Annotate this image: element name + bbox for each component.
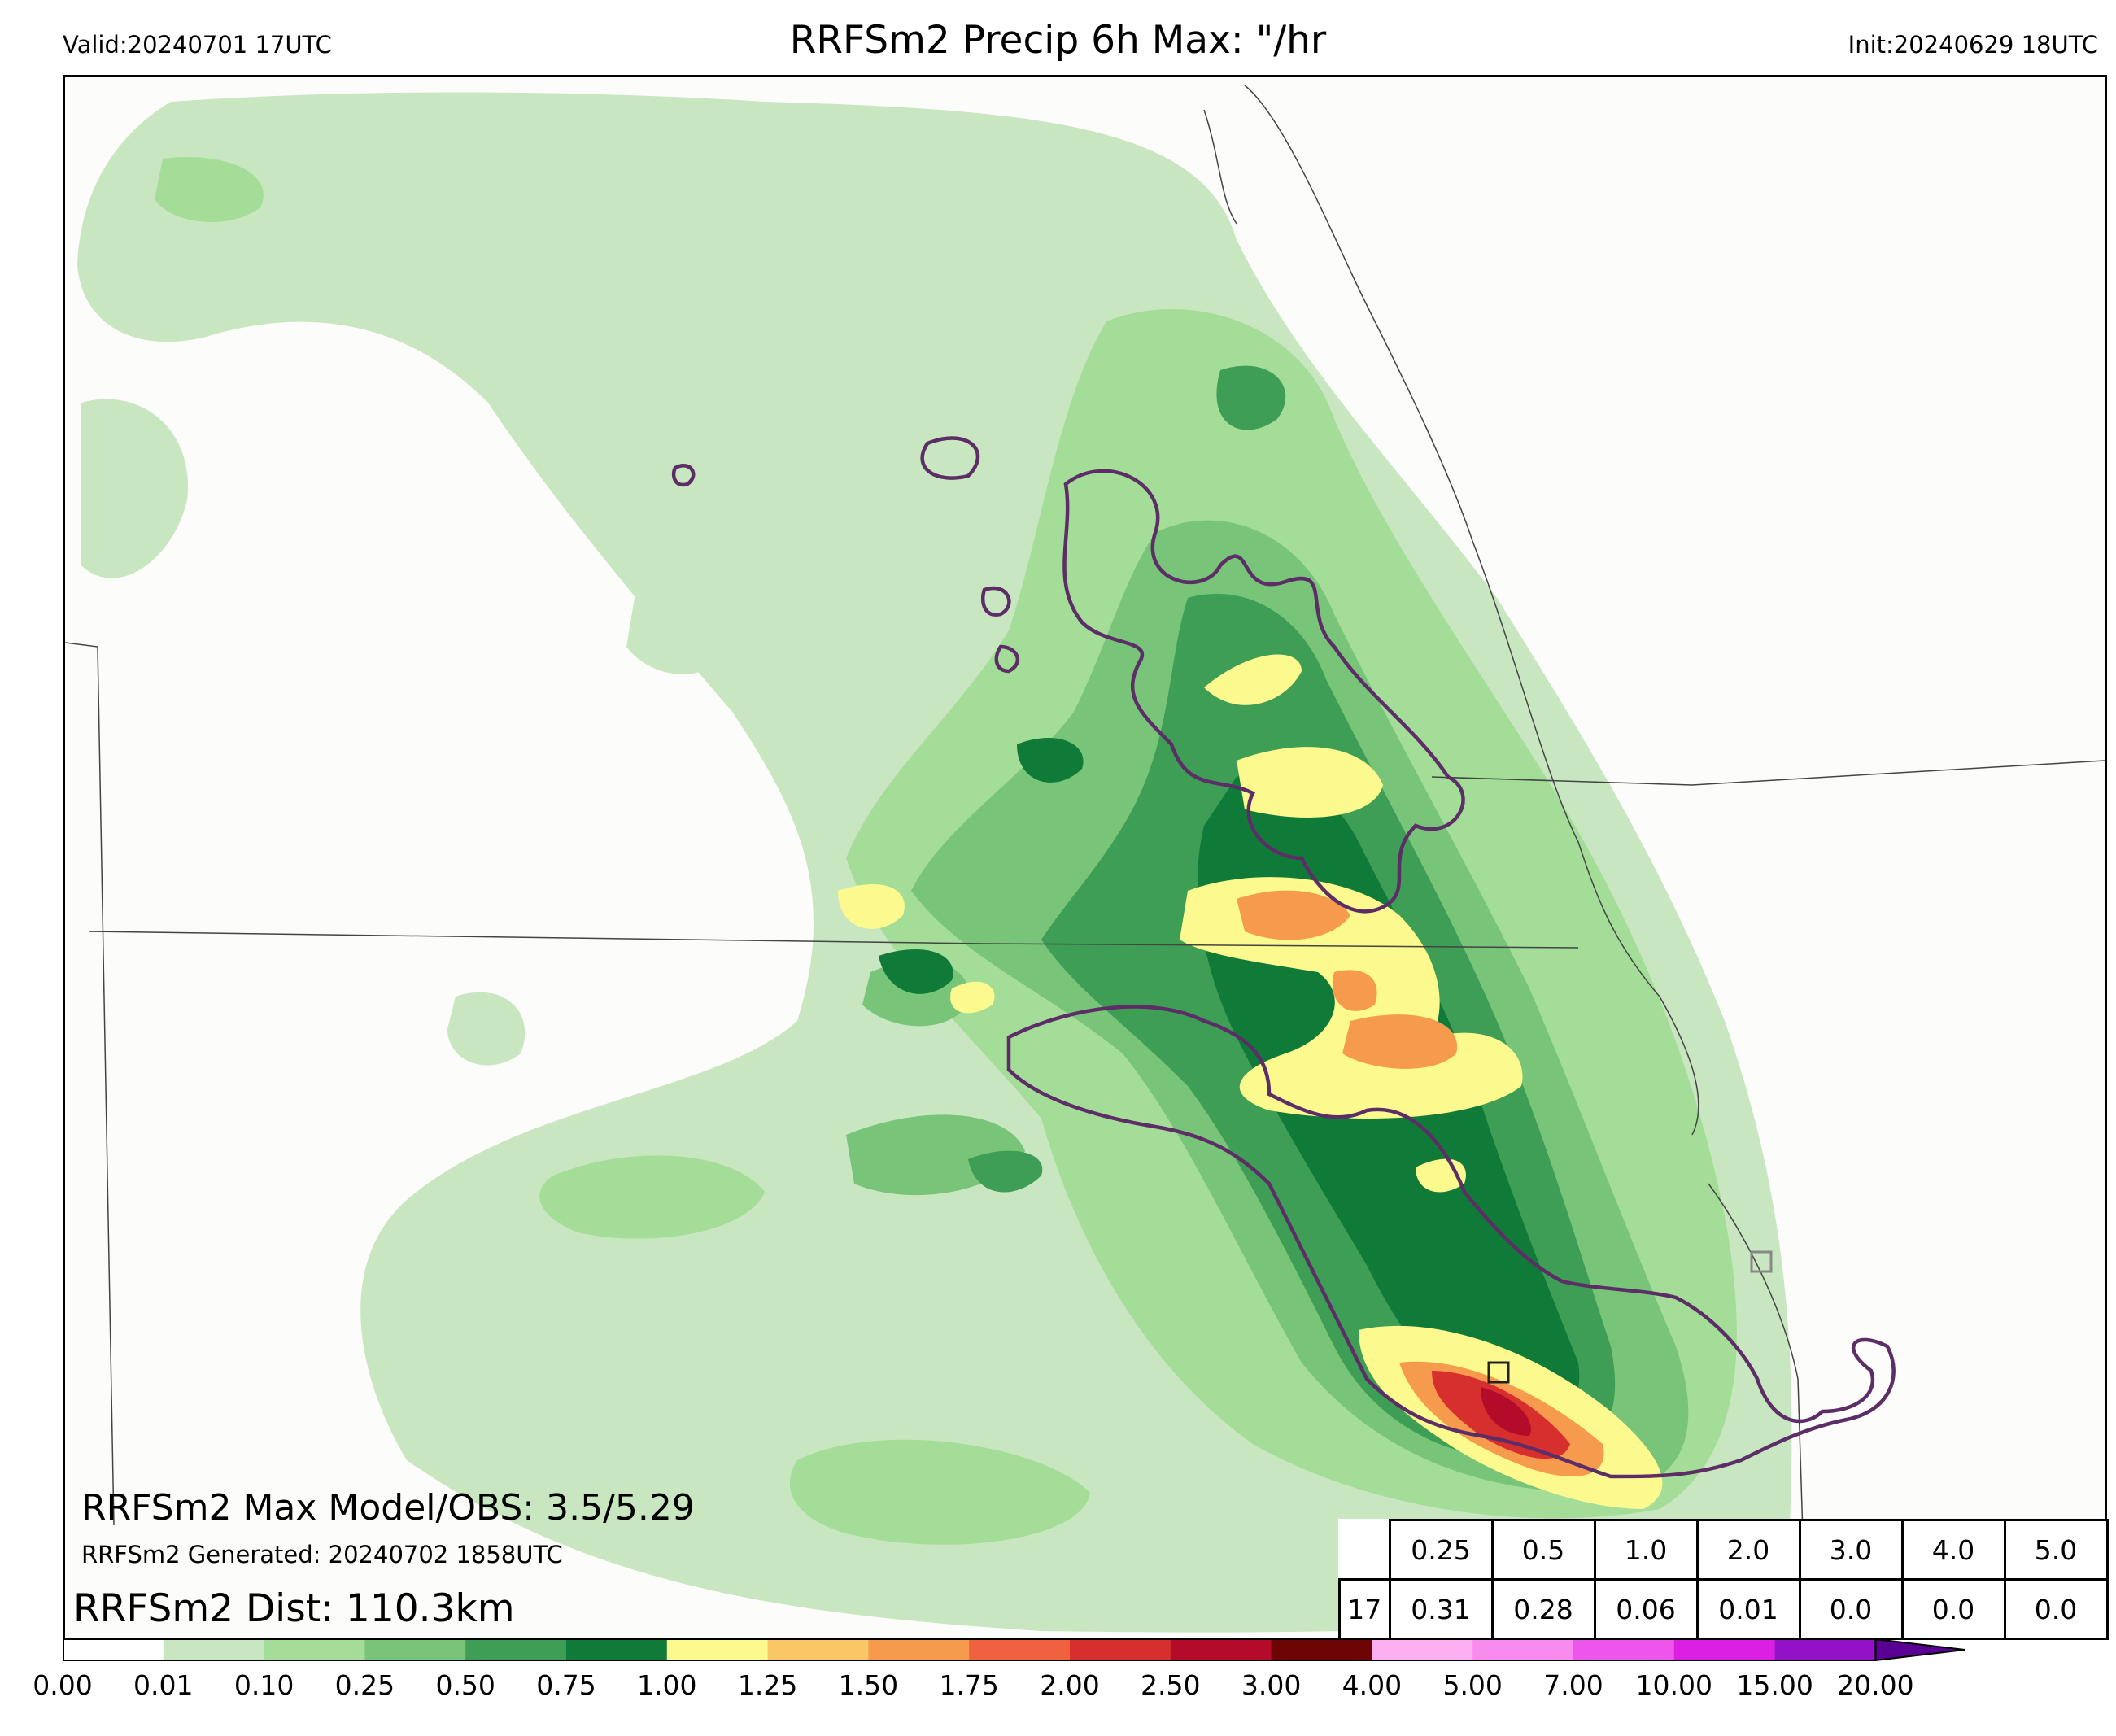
colorbar-tick-label: 0.75 [536, 1669, 596, 1701]
colorbar-segment [63, 1639, 164, 1660]
row-label-cell: 17 [1338, 1578, 1391, 1640]
init-time-label: Init:20240629 18UTC [1848, 31, 2098, 59]
state-borders [65, 85, 2105, 1638]
threshold-cell: 0.5 [1490, 1519, 1596, 1581]
station-marker-secondary [1750, 1250, 1773, 1273]
threshold-header-row: 0.25 0.5 1.0 2.0 3.0 4.0 5.0 [1340, 1519, 2109, 1581]
colorbar-tick-label: 7.00 [1543, 1669, 1603, 1701]
station-marker [1487, 1361, 1510, 1384]
table-corner [1340, 1520, 1390, 1580]
colorbar-tick-label: 1.75 [939, 1669, 999, 1701]
colorbar-tick-label: 0.10 [233, 1669, 294, 1701]
colorbar-segment [1673, 1639, 1776, 1660]
colorbar-tick-label: 0.50 [435, 1669, 495, 1701]
colorbar-tick-label: 15.00 [1736, 1669, 1813, 1701]
value-cell: 0.0 [2003, 1578, 2109, 1640]
colorbar-tick-label: 1.50 [838, 1669, 899, 1701]
colorbar-outline [63, 1638, 1877, 1661]
colorbar [63, 1638, 1965, 1662]
colorbar-segment [1372, 1639, 1473, 1660]
threshold-cell: 3.0 [1798, 1519, 1904, 1581]
threshold-cell: 5.0 [2003, 1519, 2109, 1581]
colorbar-tick-label: 0.01 [133, 1669, 194, 1701]
colorbar-tick-label: 4.00 [1342, 1669, 1403, 1701]
colorbar-tick-label: 1.25 [737, 1669, 798, 1701]
colorbar-segment [767, 1639, 869, 1660]
colorbar-tick-label: 10.00 [1635, 1669, 1713, 1701]
threshold-cell: 1.0 [1593, 1519, 1699, 1581]
precip-field-dark-red [1481, 1387, 1531, 1436]
precip-map-canvas [65, 85, 2105, 1638]
colorbar-tick-label: 1.00 [637, 1669, 697, 1701]
colorbar-tick-label: 0.00 [33, 1669, 93, 1701]
threshold-cell: 4.0 [1900, 1519, 2006, 1581]
distance-label: RRFSm2 Dist: 110.3km [73, 1586, 515, 1631]
threshold-table: 0.25 0.5 1.0 2.0 3.0 4.0 5.0 17 0.31 0.2… [1338, 1519, 2109, 1640]
colorbar-segment [969, 1639, 1071, 1660]
colorbar-tick-label: 2.50 [1141, 1669, 1201, 1701]
colorbar-segment [1573, 1639, 1675, 1660]
colorbar-segment [163, 1639, 265, 1660]
colorbar-segment [566, 1639, 668, 1660]
threshold-value-row: 17 0.31 0.28 0.06 0.01 0.0 0.0 0.0 [1338, 1578, 2109, 1640]
colorbar-tick-label: 20.00 [1837, 1669, 1914, 1701]
colorbar-tick-label: 2.00 [1040, 1669, 1100, 1701]
colorbar-tick-label: 3.00 [1241, 1669, 1302, 1701]
colorbar-segment [868, 1639, 970, 1660]
colorbar-segment [1472, 1639, 1574, 1660]
value-cell: 0.31 [1388, 1578, 1494, 1640]
colorbar-segment [666, 1639, 769, 1660]
colorbar-tick-label: 0.25 [334, 1669, 395, 1701]
colorbar-segment [465, 1639, 567, 1660]
value-cell: 0.01 [1695, 1578, 1801, 1640]
colorbar-segment [364, 1639, 466, 1660]
valid-time-label: Valid:20240701 17UTC [63, 31, 332, 59]
colorbar-segment [1070, 1639, 1171, 1660]
value-cell: 0.28 [1490, 1578, 1596, 1640]
map-title: RRFSm2 Precip 6h Max: "/hr [789, 18, 1327, 63]
threshold-cell: 2.0 [1695, 1519, 1801, 1581]
value-cell: 0.0 [1798, 1578, 1904, 1640]
colorbar-segment [1170, 1639, 1272, 1660]
max-model-obs-label: RRFSm2 Max Model/OBS: 3.5/5.29 [81, 1487, 695, 1529]
obs-contour [671, 436, 1896, 1479]
colorbar-extend-arrow [1874, 1638, 1965, 1662]
precip-map [63, 75, 2107, 1640]
threshold-cell: 0.25 [1388, 1519, 1494, 1581]
generated-time-label: RRFSm2 Generated: 20240702 1858UTC [81, 1541, 563, 1568]
colorbar-segment [1774, 1639, 1876, 1660]
colorbar-segment [264, 1639, 365, 1660]
colorbar-segment [1271, 1639, 1372, 1660]
colorbar-tick-label: 5.00 [1442, 1669, 1503, 1701]
value-cell: 0.06 [1593, 1578, 1699, 1640]
value-cell: 0.0 [1900, 1578, 2006, 1640]
